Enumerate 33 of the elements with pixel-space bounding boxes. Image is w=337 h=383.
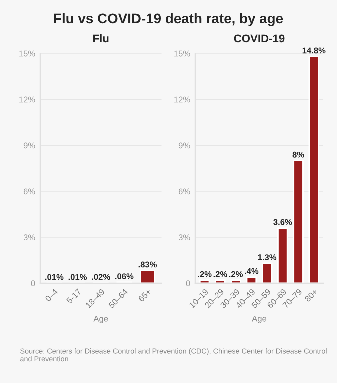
x-axis-title: Age [94, 316, 108, 324]
y-tick-label: 9% [24, 142, 36, 149]
y-tick-label: 12% [174, 96, 190, 103]
y-tick-label: 0 [186, 280, 190, 287]
data-label: 8% [292, 152, 304, 158]
x-tick-label: 80+ [304, 288, 318, 302]
data-label: .01% [68, 274, 88, 280]
y-tick-label: 9% [178, 142, 190, 149]
y-tick-label: 3% [24, 234, 36, 241]
data-label: .06% [116, 274, 134, 280]
data-label: 14.8% [302, 48, 326, 54]
chart-title: Flu vs COVID-19 death rate, by age [54, 13, 284, 26]
chart-subtitle: COVID-19 [234, 34, 285, 43]
y-tick-label: 6% [24, 188, 36, 195]
data-label: .2% [229, 271, 244, 278]
data-label: .2% [198, 271, 212, 278]
chart-subtitle: Flu [94, 34, 109, 43]
y-tick-label: 15% [20, 50, 36, 57]
y-tick-label: 12% [20, 96, 36, 103]
y-tick-label: 15% [174, 50, 190, 57]
x-tick-label: 65+ [138, 288, 152, 302]
data-label: .02% [92, 274, 110, 280]
data-label: .2% [214, 271, 228, 278]
y-tick-label: 3% [178, 234, 190, 241]
data-label: .83% [138, 262, 158, 268]
x-tick-label: 0–4 [44, 288, 59, 302]
data-label: .4% [245, 268, 259, 274]
x-axis-title: Age [252, 316, 267, 324]
data-label: .01% [46, 274, 64, 280]
data-label: 1.3% [258, 254, 277, 260]
data-label: 3.6% [274, 219, 292, 226]
y-tick-label: 6% [178, 188, 190, 195]
y-tick-label: 0 [31, 280, 36, 287]
